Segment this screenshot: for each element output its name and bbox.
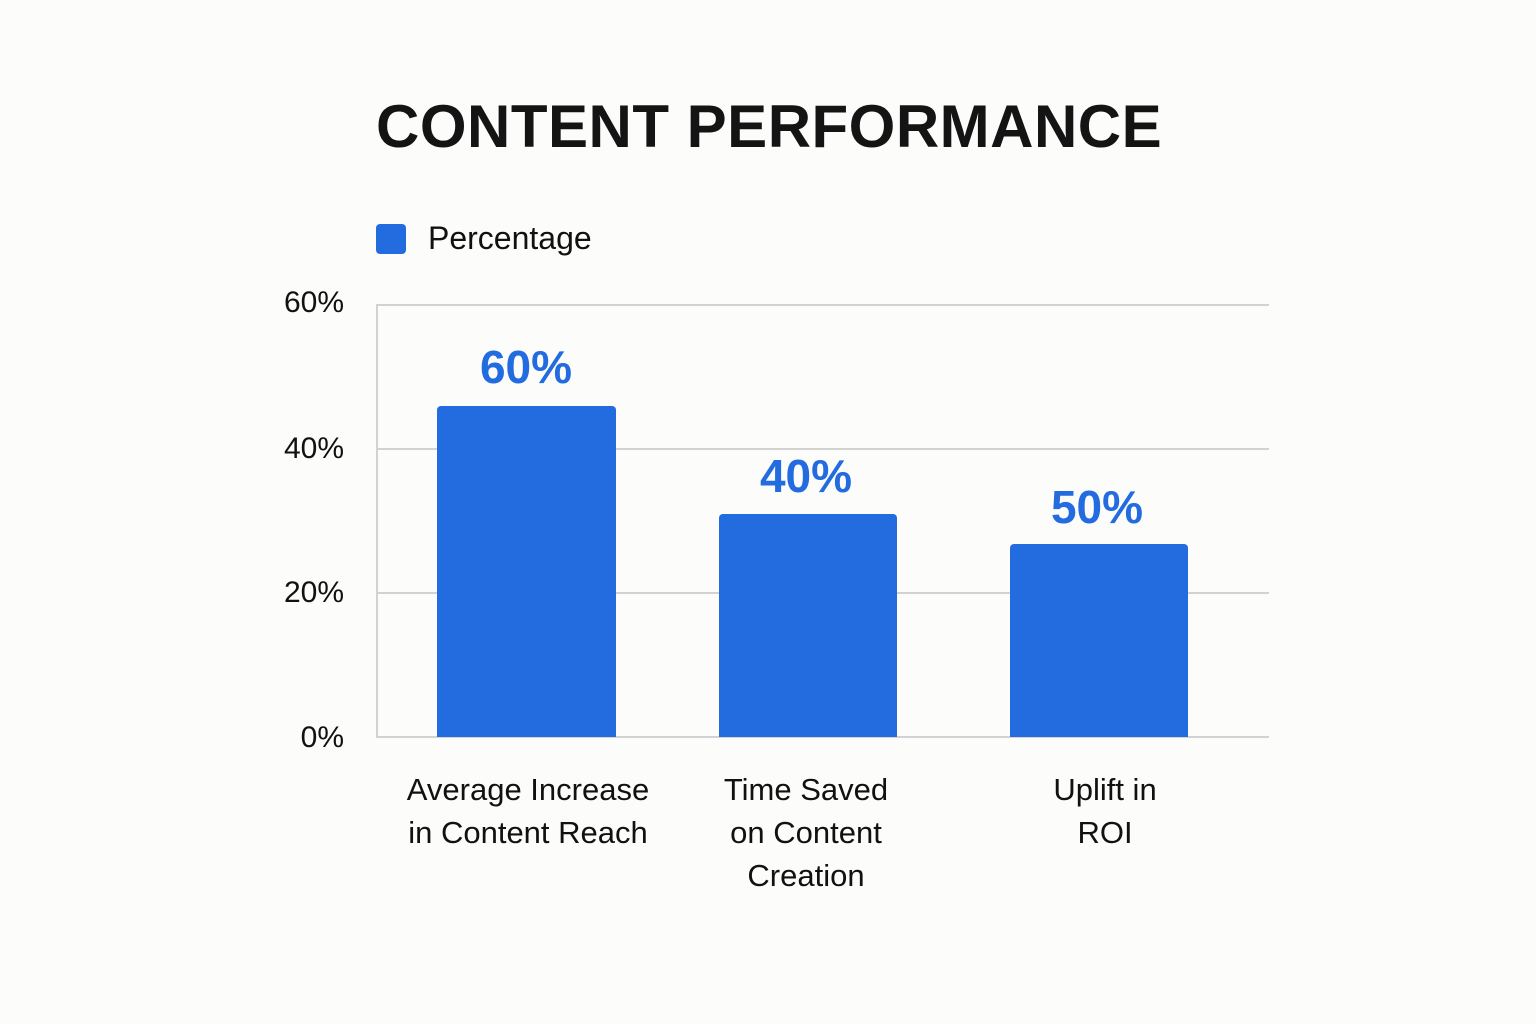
x-label-line: in Content Reach [408, 815, 648, 850]
x-category-label: Time Saved on Content Creation [646, 768, 966, 897]
bar-value-label: 60% [479, 341, 573, 393]
gridline-60 [376, 304, 1269, 306]
bar-value-label: 50% [1050, 481, 1144, 533]
x-category-label: Uplift in ROI [945, 768, 1265, 854]
plot-area: 60% 40% 50% [376, 304, 1269, 738]
bar-value-label: 40% [759, 450, 853, 502]
gridline-40 [376, 448, 1269, 450]
y-tick-0: 0% [300, 721, 344, 754]
x-axis-line [376, 736, 1269, 738]
y-tick-20: 20% [283, 576, 344, 609]
bar-content-reach [437, 406, 616, 737]
legend-label: Percentage [428, 220, 592, 256]
y-tick-40: 40% [283, 432, 344, 465]
chart-title: CONTENT PERFORMANCE [376, 93, 1163, 160]
y-axis-line [376, 304, 378, 738]
legend: Percentage [376, 220, 592, 257]
legend-swatch-icon [376, 223, 406, 254]
x-label-line: Creation [747, 858, 865, 893]
bar-roi-uplift [1010, 544, 1188, 737]
x-label-line: Uplift in [1053, 772, 1157, 807]
y-tick-60: 60% [283, 286, 344, 319]
x-category-label: Average Increase in Content Reach [368, 768, 688, 854]
x-label-line: Time Saved [723, 772, 889, 807]
bar-time-saved [719, 514, 897, 737]
x-label-line: Average Increase [406, 772, 650, 807]
x-label-line: on Content [730, 815, 882, 850]
x-label-line: ROI [1077, 815, 1133, 850]
